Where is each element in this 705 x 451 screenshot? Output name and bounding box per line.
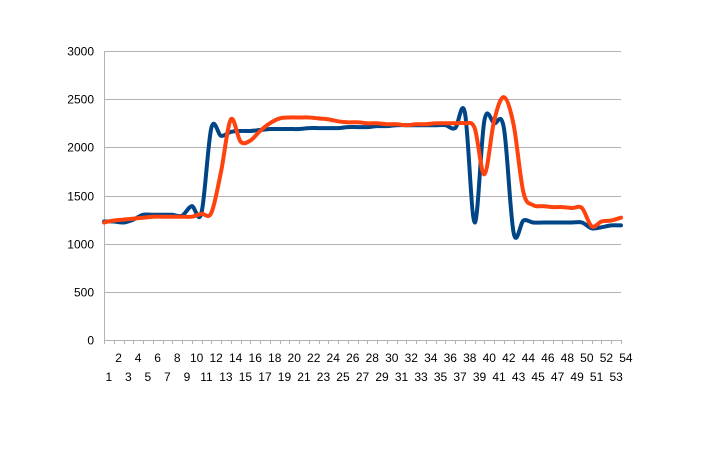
x-tick-label: 54 — [619, 351, 633, 365]
x-axis-tick-labels: 1234567891011121314151617181920212223242… — [106, 351, 633, 384]
y-tick-label: 2500 — [67, 93, 94, 107]
x-tick-label: 20 — [288, 351, 302, 365]
x-tick-label: 1 — [106, 370, 113, 384]
y-tick-label: 3000 — [67, 45, 94, 59]
y-tick-label: 1000 — [67, 238, 94, 252]
x-tick-label: 15 — [239, 370, 253, 384]
x-tick-label: 40 — [483, 351, 497, 365]
x-tick-label: 12 — [209, 351, 223, 365]
x-tick-label: 4 — [135, 351, 142, 365]
x-tick-label: 6 — [154, 351, 161, 365]
x-tick-label: 28 — [366, 351, 380, 365]
x-tick-label: 31 — [395, 370, 409, 384]
x-tick-label: 7 — [164, 370, 171, 384]
x-tick-label: 26 — [346, 351, 360, 365]
x-tick-label: 53 — [609, 370, 623, 384]
x-tick-label: 23 — [317, 370, 331, 384]
x-tick-label: 10 — [190, 351, 204, 365]
x-tick-label: 52 — [600, 351, 614, 365]
x-tick-label: 8 — [174, 351, 181, 365]
y-tick-label: 1500 — [67, 190, 94, 204]
x-tick-label: 42 — [502, 351, 516, 365]
x-tick-label: 51 — [590, 370, 604, 384]
series-line-1 — [102, 106, 623, 240]
x-tick-label: 35 — [434, 370, 448, 384]
x-tick-label: 2 — [115, 351, 122, 365]
x-tick-label: 46 — [541, 351, 555, 365]
x-tick-label: 33 — [414, 370, 428, 384]
x-tick-label: 14 — [229, 351, 243, 365]
x-tick-label: 32 — [405, 351, 419, 365]
x-tick-label: 24 — [327, 351, 341, 365]
x-tick-label: 44 — [522, 351, 536, 365]
x-tick-label: 47 — [551, 370, 565, 384]
x-tick-label: 30 — [385, 351, 399, 365]
x-tick-label: 34 — [424, 351, 438, 365]
y-tick-label: 2000 — [67, 141, 94, 155]
x-tick-label: 41 — [492, 370, 506, 384]
x-tick-label: 9 — [184, 370, 191, 384]
x-tick-label: 21 — [297, 370, 311, 384]
x-tick-label: 22 — [307, 351, 321, 365]
x-tick-label: 17 — [258, 370, 272, 384]
y-tick-label: 500 — [74, 286, 94, 300]
y-tick-label: 0 — [87, 334, 94, 348]
y-axis-tick-labels: 0 500 1000 1500 2000 2500 3000 — [67, 45, 94, 348]
x-tick-label: 5 — [145, 370, 152, 384]
x-tick-label: 49 — [570, 370, 584, 384]
x-tick-label: 18 — [268, 351, 282, 365]
x-tick-label: 39 — [473, 370, 487, 384]
x-tick-label: 45 — [531, 370, 545, 384]
x-tick-label: 27 — [356, 370, 370, 384]
x-tick-label: 36 — [444, 351, 458, 365]
x-tick-label: 19 — [278, 370, 292, 384]
series-lines — [102, 95, 623, 240]
series-line-2 — [102, 95, 623, 229]
x-tick-label: 11 — [200, 370, 213, 384]
x-tick-label: 29 — [375, 370, 389, 384]
x-tick-label: 43 — [512, 370, 526, 384]
grid-lines — [104, 51, 622, 344]
x-tick-label: 37 — [453, 370, 467, 384]
x-tick-label: 50 — [580, 351, 594, 365]
x-tick-label: 13 — [219, 370, 233, 384]
x-tick-label: 48 — [561, 351, 575, 365]
x-tick-label: 16 — [249, 351, 263, 365]
x-tick-label: 3 — [125, 370, 132, 384]
x-tick-label: 38 — [463, 351, 477, 365]
x-tick-label: 25 — [336, 370, 350, 384]
